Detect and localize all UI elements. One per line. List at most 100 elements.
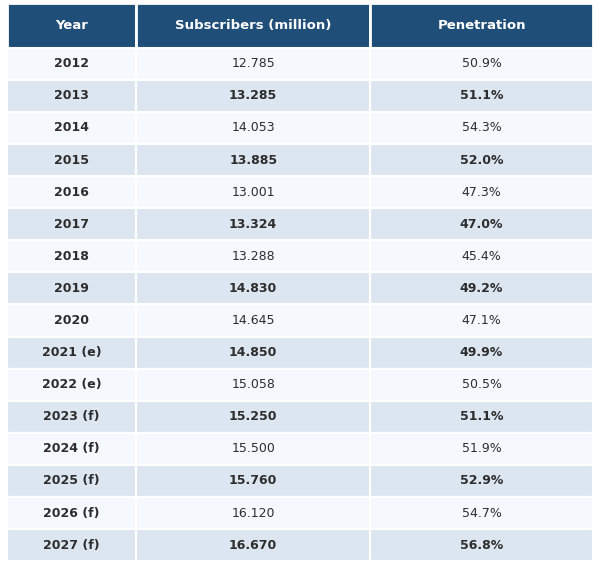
Bar (136, 433, 370, 465)
Bar (136, 337, 370, 369)
Text: 47.1%: 47.1% (461, 314, 502, 327)
Text: 2023 (f): 2023 (f) (43, 410, 100, 423)
Text: 16.670: 16.670 (229, 539, 277, 552)
Bar (7, 176, 136, 208)
Bar (7, 144, 136, 176)
Bar (7, 401, 136, 433)
Text: 14.830: 14.830 (229, 282, 277, 295)
Text: 15.500: 15.500 (231, 442, 275, 455)
Text: 52.9%: 52.9% (460, 474, 503, 487)
Text: 47.0%: 47.0% (460, 218, 503, 231)
Bar (7, 465, 136, 497)
Text: 2019: 2019 (54, 282, 89, 295)
Bar (370, 144, 593, 176)
Bar (7, 240, 136, 272)
Bar (7, 80, 136, 112)
Bar (370, 305, 593, 337)
Bar (370, 48, 593, 80)
Text: 54.3%: 54.3% (461, 121, 502, 134)
Bar (7, 208, 136, 240)
Bar (136, 272, 370, 305)
Text: 2027 (f): 2027 (f) (43, 539, 100, 552)
Bar (7, 337, 136, 369)
Bar (136, 112, 370, 144)
Bar (370, 433, 593, 465)
Bar (136, 465, 370, 497)
Text: 56.8%: 56.8% (460, 539, 503, 552)
Bar (7, 529, 136, 561)
Bar (136, 401, 370, 433)
Bar (7, 3, 136, 48)
Text: 12.785: 12.785 (231, 58, 275, 70)
Bar (7, 497, 136, 529)
Text: 52.0%: 52.0% (460, 153, 503, 166)
Bar (136, 305, 370, 337)
Text: 15.760: 15.760 (229, 474, 277, 487)
Text: 51.1%: 51.1% (460, 89, 503, 103)
Text: 2018: 2018 (54, 250, 89, 263)
Bar (136, 208, 370, 240)
Bar (136, 80, 370, 112)
Bar (136, 369, 370, 401)
Text: 2012: 2012 (54, 58, 89, 70)
Bar (370, 80, 593, 112)
Text: 2024 (f): 2024 (f) (43, 442, 100, 455)
Bar (136, 529, 370, 561)
Bar (370, 369, 593, 401)
Bar (136, 48, 370, 80)
Text: 50.9%: 50.9% (461, 58, 502, 70)
Text: 13.001: 13.001 (232, 186, 275, 199)
Bar (136, 176, 370, 208)
Text: 49.9%: 49.9% (460, 346, 503, 359)
Text: 13.885: 13.885 (229, 153, 277, 166)
Text: 16.120: 16.120 (232, 506, 275, 519)
Text: 2021 (e): 2021 (e) (42, 346, 101, 359)
Text: 51.1%: 51.1% (460, 410, 503, 423)
Text: 49.2%: 49.2% (460, 282, 503, 295)
Text: 14.053: 14.053 (232, 121, 275, 134)
Bar (370, 208, 593, 240)
Text: 51.9%: 51.9% (461, 442, 502, 455)
Text: 2025 (f): 2025 (f) (43, 474, 100, 487)
Bar (370, 3, 593, 48)
Bar (7, 305, 136, 337)
Text: 13.285: 13.285 (229, 89, 277, 103)
Text: 2013: 2013 (54, 89, 89, 103)
Bar (370, 240, 593, 272)
Text: 2026 (f): 2026 (f) (43, 506, 100, 519)
Bar (136, 497, 370, 529)
Text: 15.058: 15.058 (231, 378, 275, 391)
Bar (370, 529, 593, 561)
Text: 45.4%: 45.4% (461, 250, 502, 263)
Text: 15.250: 15.250 (229, 410, 277, 423)
Bar (7, 433, 136, 465)
Text: 50.5%: 50.5% (461, 378, 502, 391)
Text: 47.3%: 47.3% (461, 186, 502, 199)
Text: Penetration: Penetration (437, 19, 526, 32)
Text: 14.850: 14.850 (229, 346, 277, 359)
Text: 13.288: 13.288 (232, 250, 275, 263)
Bar (370, 497, 593, 529)
Bar (136, 240, 370, 272)
Text: 2022 (e): 2022 (e) (42, 378, 101, 391)
Bar (136, 144, 370, 176)
Text: Year: Year (55, 19, 88, 32)
Bar (370, 337, 593, 369)
Bar (370, 272, 593, 305)
Bar (7, 272, 136, 305)
Text: 54.7%: 54.7% (461, 506, 502, 519)
Bar (7, 369, 136, 401)
Bar (7, 112, 136, 144)
Text: 2017: 2017 (54, 218, 89, 231)
Bar (7, 48, 136, 80)
Bar (136, 3, 370, 48)
Bar (370, 112, 593, 144)
Text: 2014: 2014 (54, 121, 89, 134)
Bar (370, 176, 593, 208)
Bar (370, 465, 593, 497)
Text: 14.645: 14.645 (232, 314, 275, 327)
Text: Subscribers (million): Subscribers (million) (175, 19, 331, 32)
Text: 2016: 2016 (54, 186, 89, 199)
Bar (370, 401, 593, 433)
Text: 13.324: 13.324 (229, 218, 277, 231)
